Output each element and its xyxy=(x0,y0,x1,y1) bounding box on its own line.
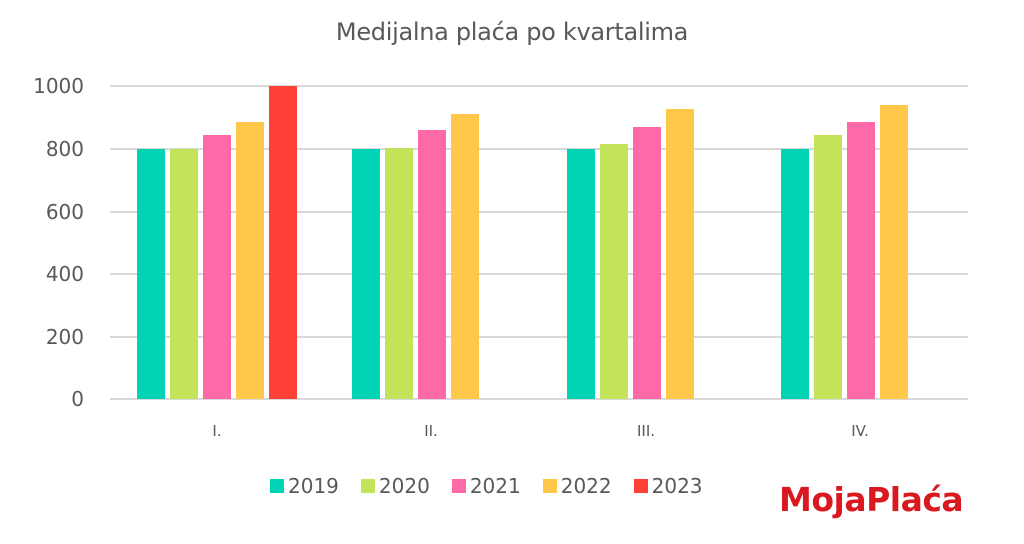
bar-2019-q3 xyxy=(567,148,595,399)
bar-2022-q2 xyxy=(451,114,479,399)
bar-2020-q4 xyxy=(814,134,842,399)
y-tick-label: 600 xyxy=(45,200,84,224)
x-tick-label: II. xyxy=(424,422,438,440)
gridline-1000 xyxy=(110,85,968,87)
x-tick-label: I. xyxy=(212,422,222,440)
bar-2021-q3 xyxy=(633,126,661,399)
legend-label: 2020 xyxy=(378,474,430,498)
x-tick-label: IV. xyxy=(851,422,869,440)
bar-2021-q1 xyxy=(203,134,231,399)
legend-label: 2019 xyxy=(288,474,339,498)
legend-item-2023: 2023 xyxy=(633,474,703,498)
bar-2023-q1 xyxy=(269,86,297,399)
chart-title: Medijalna plaća po kvartalima xyxy=(335,18,689,46)
legend-swatch xyxy=(451,479,466,493)
legend-label: 2022 xyxy=(560,474,612,498)
x-tick-label: III. xyxy=(636,422,656,440)
legend-swatch xyxy=(270,479,284,493)
bar-2020-q3 xyxy=(600,143,628,399)
legend: 2019 2020 2021 2022 2023 xyxy=(270,474,703,498)
bar-2019-q4 xyxy=(781,148,809,399)
y-tick-label: 0 xyxy=(71,387,84,411)
y-tick-label: 1000 xyxy=(33,74,84,98)
legend-item-2021: 2021 xyxy=(451,474,521,498)
bar-2021-q4 xyxy=(847,121,875,399)
bar-2019-q1 xyxy=(137,148,165,399)
legend-swatch xyxy=(360,479,375,493)
bar-2022-q4 xyxy=(880,104,908,399)
bar-2020-q2 xyxy=(385,147,413,399)
legend-item-2022: 2022 xyxy=(542,474,612,498)
gridline-0 xyxy=(110,398,968,400)
legend-swatch xyxy=(542,479,557,493)
gridline-400 xyxy=(110,273,968,275)
brand-logo: MojaPlaća xyxy=(779,480,964,519)
bar-2019-q2 xyxy=(352,148,380,399)
y-tick-label: 800 xyxy=(45,137,84,161)
bar-2022-q1 xyxy=(236,121,264,399)
gridline-800 xyxy=(110,148,968,150)
legend-label: 2021 xyxy=(469,474,521,498)
bar-2020-q1 xyxy=(170,148,198,399)
bar-2022-q3 xyxy=(666,109,694,399)
legend-item-2019: 2019 xyxy=(270,474,339,498)
legend-item-2020: 2020 xyxy=(360,474,430,498)
bar-2021-q2 xyxy=(418,129,446,399)
y-tick-label: 400 xyxy=(45,262,84,286)
y-tick-label: 200 xyxy=(45,325,84,349)
legend-label: 2023 xyxy=(651,474,703,498)
gridline-600 xyxy=(110,211,968,213)
gridline-200 xyxy=(110,336,968,338)
legend-swatch xyxy=(633,479,648,493)
